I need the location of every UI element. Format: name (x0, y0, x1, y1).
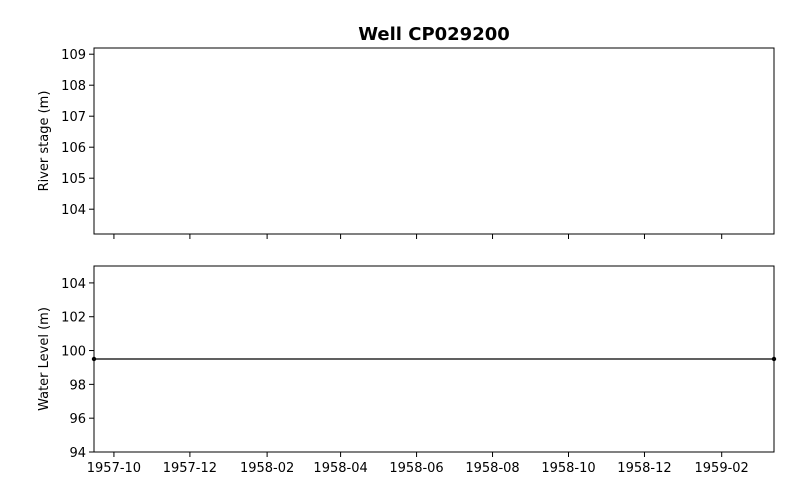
river-stage-y-tick-label: 106 (61, 141, 86, 156)
water-level-y-tick-label: 94 (69, 446, 86, 461)
water-level-panel: Water Level (m) 94 96 98 100 102 104 1957-10 1… (37, 265, 777, 476)
water-level-y-tick-label: 100 (61, 345, 86, 360)
water-level-y-tick-label: 98 (69, 378, 86, 393)
water-level-data-point (91, 356, 97, 362)
river-stage-panel: River stage (m) 104 105 106 107 108 109 (37, 47, 775, 239)
x-tick-label: 1958-10 (541, 461, 595, 476)
x-tick-label: 1959-02 (695, 461, 749, 476)
water-level-data-point (771, 356, 777, 362)
x-tick-label: 1957-10 (87, 461, 141, 476)
x-tick-label: 1958-12 (617, 461, 671, 476)
water-level-y-tick-label: 104 (61, 277, 86, 292)
river-stage-y-tick-label: 108 (61, 79, 86, 94)
x-tick-label: 1957-12 (163, 461, 217, 476)
river-stage-y-tick-label: 104 (61, 203, 86, 218)
river-stage-y-tick-label: 109 (61, 48, 86, 63)
water-level-y-tick-label: 102 (61, 311, 86, 326)
water-level-y-axis-label: Water Level (m) (37, 307, 52, 411)
x-tick-label: 1958-04 (313, 461, 367, 476)
x-tick-label: 1958-02 (240, 461, 294, 476)
river-stage-y-tick-label: 105 (61, 172, 86, 187)
x-tick-label: 1958-06 (389, 461, 443, 476)
river-stage-y-axis-label: River stage (m) (37, 91, 52, 192)
river-stage-plot-frame (93, 47, 775, 235)
river-stage-y-tick-label: 107 (61, 110, 86, 125)
x-tick-label: 1958-08 (465, 461, 519, 476)
chart-title: Well CP029200 (358, 24, 510, 45)
water-level-y-tick-label: 96 (69, 412, 86, 427)
